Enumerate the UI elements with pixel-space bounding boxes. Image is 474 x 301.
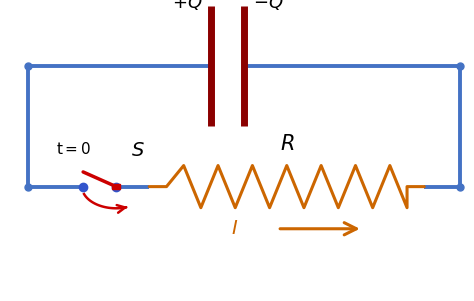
Text: $\mathrm{t=0}$: $\mathrm{t=0}$ [56, 141, 91, 157]
Text: $R$: $R$ [280, 134, 294, 154]
Text: $I$: $I$ [231, 219, 238, 238]
Text: $+Q$: $+Q$ [172, 0, 202, 12]
Bar [112, 184, 120, 189]
Text: $S$: $S$ [130, 141, 145, 160]
Text: $-Q$: $-Q$ [253, 0, 283, 12]
